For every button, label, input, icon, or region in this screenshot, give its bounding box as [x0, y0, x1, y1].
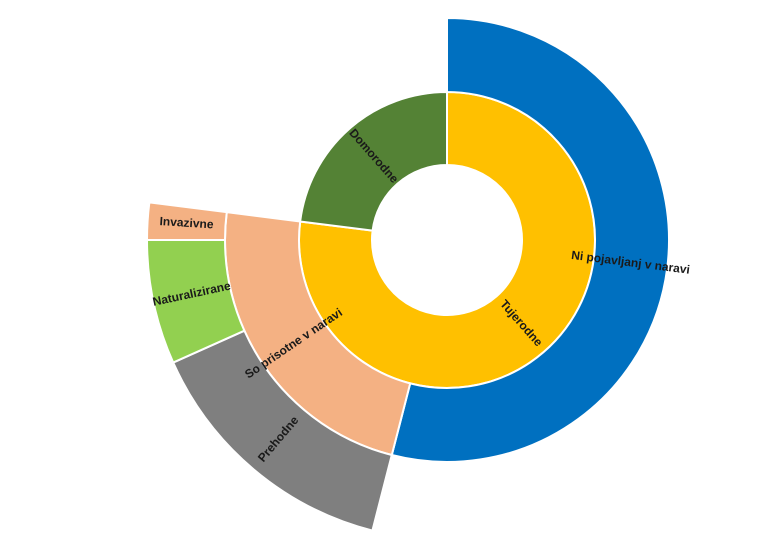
- sunburst-segment: [145, 201, 228, 241]
- sunburst-segment: [390, 16, 670, 463]
- sunburst-segment: [299, 90, 448, 232]
- segment-label: Invazivne: [159, 214, 214, 231]
